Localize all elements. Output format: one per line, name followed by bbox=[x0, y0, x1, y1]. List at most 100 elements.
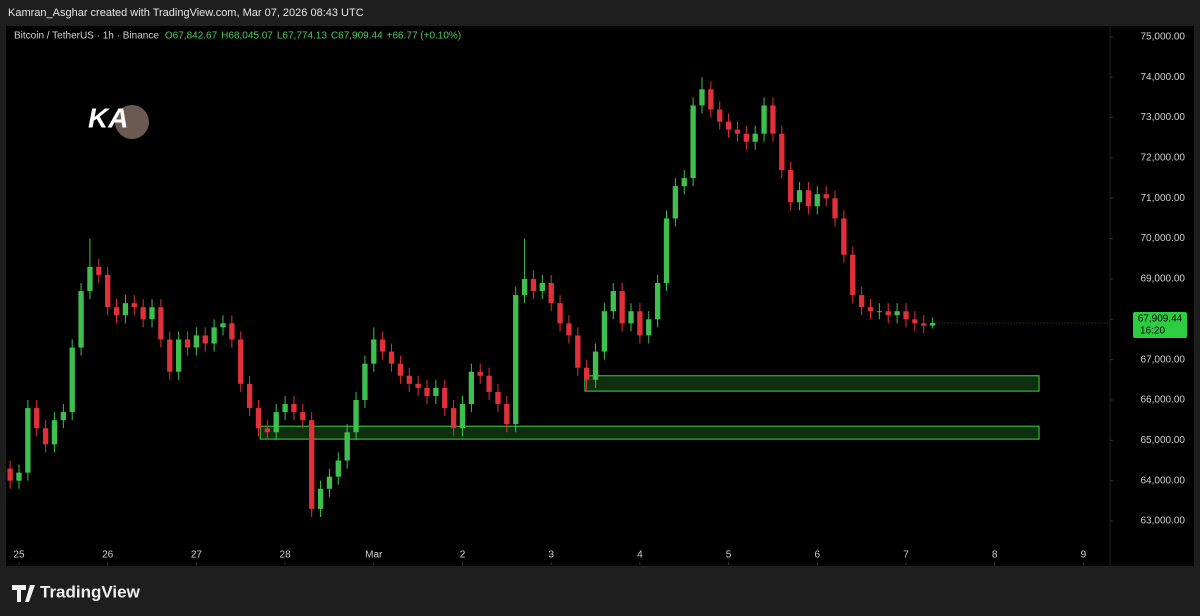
candle-body bbox=[646, 319, 652, 336]
candle bbox=[220, 315, 226, 336]
candle bbox=[477, 363, 483, 384]
candle bbox=[149, 299, 155, 328]
candle-body bbox=[841, 218, 847, 255]
candle bbox=[690, 97, 696, 187]
candle-body bbox=[246, 383, 253, 409]
candle-body bbox=[796, 190, 803, 203]
x-tick-label: 27 bbox=[191, 550, 203, 561]
x-tick-label: 28 bbox=[280, 550, 292, 561]
candle-body bbox=[113, 307, 120, 316]
candle-body bbox=[158, 307, 164, 340]
candle bbox=[246, 375, 253, 417]
candle bbox=[681, 170, 687, 195]
candle bbox=[202, 327, 208, 352]
candle-body bbox=[566, 323, 572, 336]
candle-body bbox=[734, 129, 741, 134]
candle-body bbox=[619, 291, 625, 324]
candle bbox=[291, 395, 297, 421]
candle bbox=[113, 299, 120, 324]
candle bbox=[388, 343, 395, 372]
candle bbox=[122, 295, 129, 324]
candle-body bbox=[779, 133, 785, 171]
x-tick-label: 5 bbox=[726, 550, 732, 561]
candle-body bbox=[450, 408, 457, 429]
candle bbox=[779, 125, 785, 179]
candle bbox=[7, 460, 13, 489]
candle-body bbox=[548, 282, 554, 304]
candle-body bbox=[468, 371, 475, 405]
candle-body bbox=[105, 274, 111, 308]
candle-body bbox=[788, 170, 794, 203]
x-tick-label: 4 bbox=[637, 550, 643, 561]
candle bbox=[193, 327, 200, 356]
candle-body bbox=[131, 303, 137, 308]
candle bbox=[450, 399, 457, 437]
candle-body bbox=[876, 311, 883, 313]
candle-body bbox=[557, 303, 563, 324]
candle-body bbox=[717, 109, 723, 122]
candle-body bbox=[637, 311, 643, 336]
candle-body bbox=[459, 404, 466, 429]
candle-body bbox=[353, 399, 359, 433]
candle bbox=[832, 190, 838, 227]
candle bbox=[717, 101, 723, 130]
header: Bitcoin / TetherUS · 1h · Binance bbox=[14, 31, 159, 42]
x-tick-label: 2 bbox=[460, 550, 466, 561]
candle-body bbox=[805, 190, 812, 207]
candle bbox=[894, 303, 900, 324]
brand-name: TradingView bbox=[40, 582, 141, 601]
candle bbox=[167, 331, 173, 380]
candle bbox=[885, 303, 891, 324]
candle bbox=[637, 303, 643, 344]
candle bbox=[867, 299, 874, 320]
candle bbox=[796, 182, 803, 211]
candle-body bbox=[530, 278, 537, 292]
candle bbox=[158, 299, 164, 348]
candle-body bbox=[78, 291, 84, 348]
candle-body bbox=[513, 295, 519, 425]
candle-body bbox=[814, 194, 820, 207]
candle-body bbox=[867, 307, 874, 312]
candle bbox=[42, 420, 49, 453]
candle bbox=[238, 331, 244, 392]
candle bbox=[184, 331, 191, 356]
candle-body bbox=[255, 408, 262, 429]
ohlc-change: +66.77 (+0.10%) bbox=[387, 31, 462, 42]
candle-body bbox=[433, 387, 439, 396]
candle bbox=[592, 343, 599, 388]
candle bbox=[584, 359, 590, 392]
candle bbox=[858, 287, 865, 316]
candle-body bbox=[397, 363, 404, 376]
candle bbox=[87, 238, 93, 300]
chart-panel bbox=[6, 26, 1194, 566]
candle-body bbox=[238, 339, 244, 384]
candle-body bbox=[575, 335, 581, 368]
candle bbox=[300, 404, 306, 429]
candle-body bbox=[184, 339, 191, 348]
zone bbox=[259, 425, 1040, 440]
candle bbox=[424, 379, 430, 405]
ohlc-high: H68,045.07 bbox=[221, 31, 273, 42]
candle bbox=[140, 299, 146, 328]
candle bbox=[495, 383, 501, 413]
candle-body bbox=[672, 186, 679, 219]
candle-body bbox=[894, 311, 900, 316]
candle-body bbox=[654, 282, 661, 320]
candle-body bbox=[725, 121, 732, 130]
candle-body bbox=[681, 178, 687, 187]
candle-body bbox=[202, 335, 208, 344]
candle-body bbox=[25, 408, 31, 473]
candle-body bbox=[929, 322, 936, 326]
x-tick-label: 9 bbox=[1081, 550, 1087, 561]
candle bbox=[406, 367, 412, 392]
y-tick-label: 69,000.00 bbox=[1141, 274, 1186, 285]
candle-body bbox=[149, 307, 155, 320]
candle-body bbox=[140, 307, 146, 320]
candle-body bbox=[832, 198, 838, 219]
candle-body bbox=[690, 105, 696, 179]
logo-text: KA bbox=[88, 102, 128, 133]
y-tick-label: 75,000.00 bbox=[1141, 32, 1186, 43]
candle-body bbox=[291, 404, 297, 413]
candle bbox=[619, 282, 625, 332]
